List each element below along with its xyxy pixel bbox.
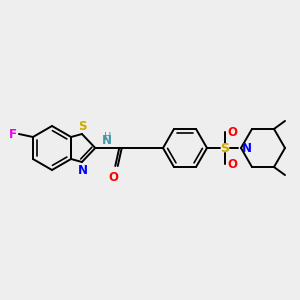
Text: O: O	[108, 171, 118, 184]
Text: O: O	[227, 158, 237, 170]
Text: N: N	[242, 142, 252, 154]
Text: H: H	[103, 132, 111, 142]
Text: F: F	[9, 128, 17, 140]
Text: N: N	[77, 164, 87, 176]
Text: O: O	[227, 125, 237, 139]
Text: S: S	[220, 142, 230, 154]
Text: S: S	[78, 119, 87, 133]
Text: N: N	[102, 134, 112, 148]
